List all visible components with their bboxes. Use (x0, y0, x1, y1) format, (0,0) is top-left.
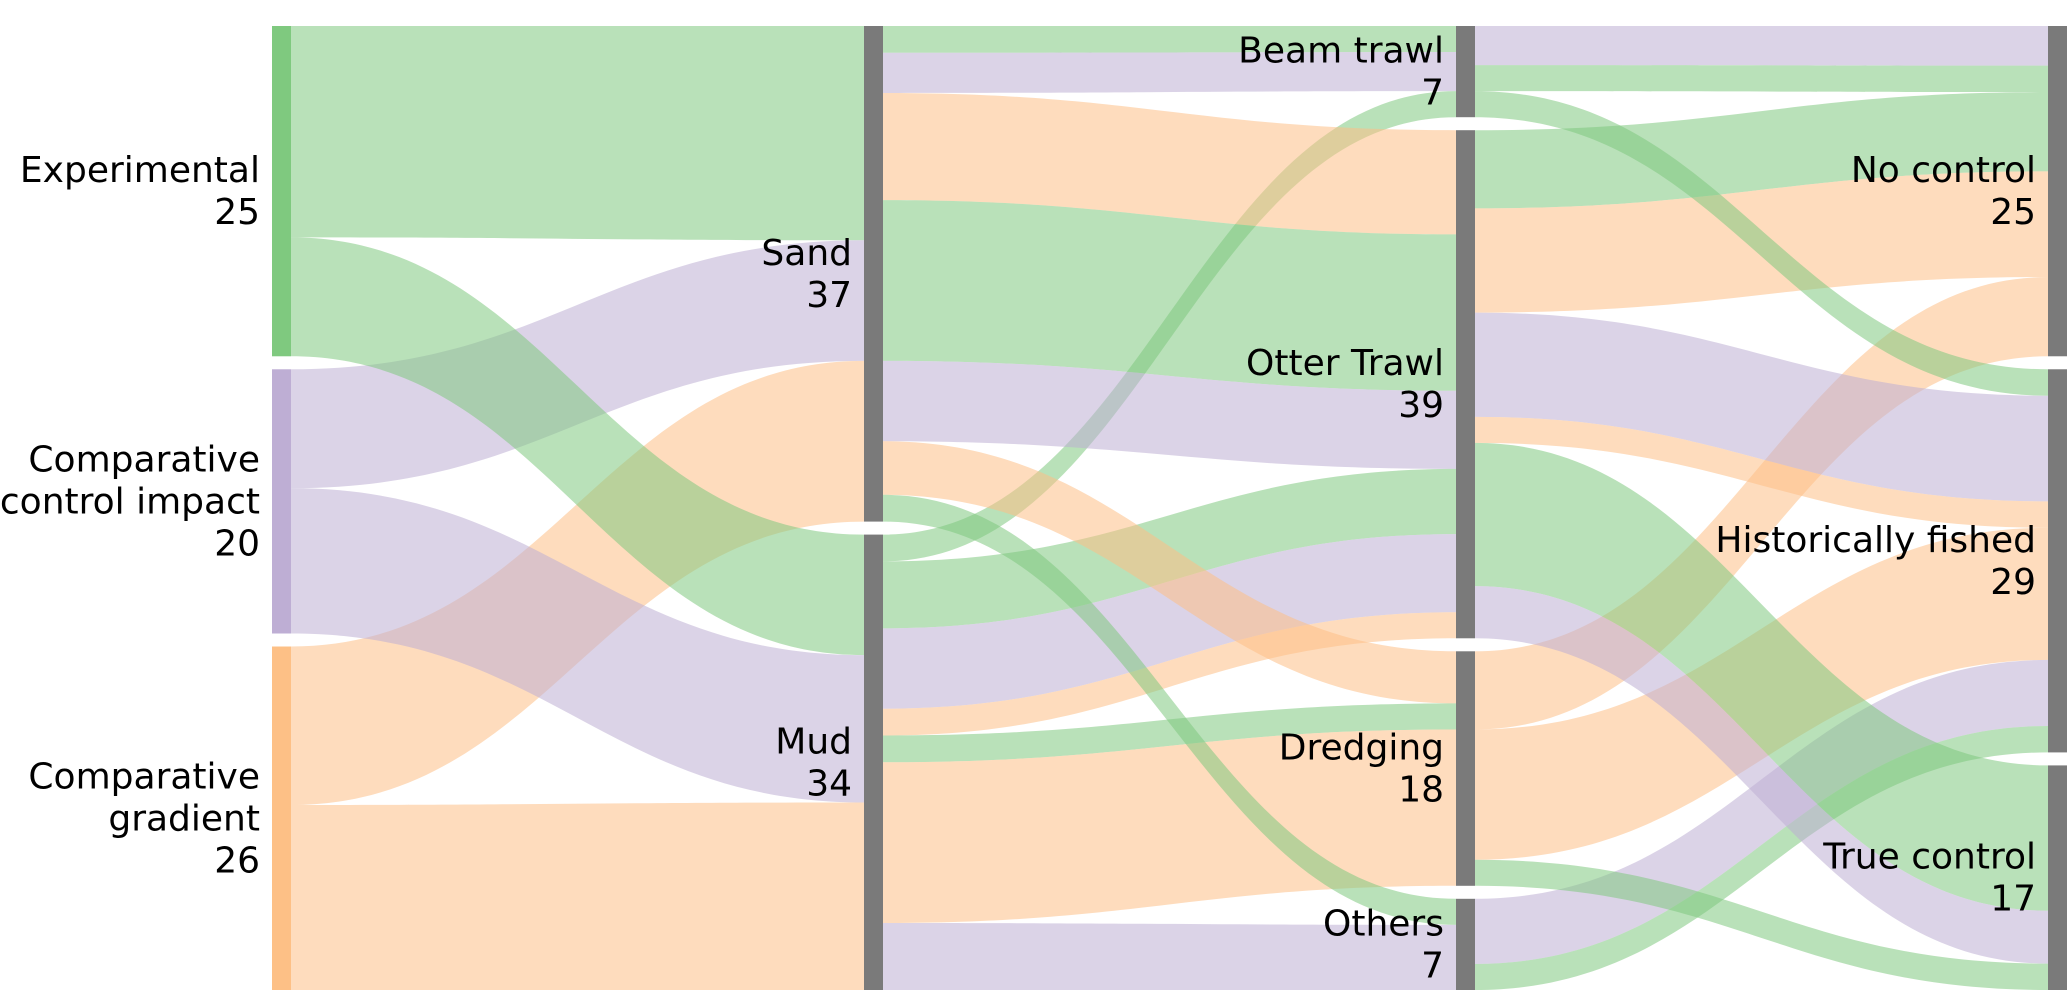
node-label-sand: Sand 37 (761, 233, 852, 316)
flow-comparative-control-impact-mud-4 (291, 488, 864, 803)
flow-experimental-sand-0 (291, 26, 864, 241)
node-experimental (272, 26, 291, 357)
node-label-experimental: Experimental 25 (20, 150, 260, 233)
flow-mud-dredging-16 (883, 703, 1456, 763)
node-others (1456, 898, 1475, 990)
flow-experimental-mud-3 (291, 237, 864, 656)
flow-otter-trawl-historically-fished-27 (1475, 416, 2048, 528)
node-mud (864, 534, 883, 990)
node-comparative-control-impact (272, 369, 291, 634)
node-otter-trawl (1456, 130, 1475, 639)
flow-otter-trawl-historically-fished-26 (1475, 312, 2048, 502)
flow-beam-trawl-no-control-21 (1475, 65, 2048, 93)
flow-comparative-gradient-mud-5 (291, 802, 864, 990)
flow-sand-otter-trawl-11 (883, 360, 1456, 469)
flow-sand-beam-trawl-6 (883, 26, 1456, 53)
labels-layer: Experimental 25 Comparative control impact 2… (0, 31, 2036, 987)
flow-mud-otter-trawl-13 (883, 534, 1456, 709)
node-label-true-control: True control 17 (1822, 837, 2036, 920)
flow-dredging-true-control-33 (1475, 859, 2048, 990)
node-label-comparative-control-impact: Comparative control impact 20 (0, 439, 260, 564)
node-comparative-gradient (272, 646, 291, 990)
node-no-control (2048, 26, 2067, 357)
flow-sand-otter-trawl-10 (883, 200, 1456, 391)
flow-mud-others-19 (883, 923, 1456, 990)
flows-layer (291, 26, 2048, 990)
flow-beam-trawl-historically-fished-25 (1475, 91, 2048, 396)
flow-sand-beam-trawl-7 (883, 52, 1456, 93)
node-label-otter-trawl: Otter Trawl 39 (1246, 343, 1444, 426)
node-label-mud: Mud 34 (775, 721, 852, 804)
flow-beam-trawl-no-control-20 (1475, 26, 2048, 66)
flow-others-historically-fished-30 (1475, 725, 2048, 990)
nodes-layer (272, 26, 2067, 990)
flow-sand-otter-trawl-9 (883, 92, 1456, 235)
node-beam-trawl (1456, 26, 1475, 118)
node-label-beam-trawl: Beam trawl 7 (1238, 31, 1444, 114)
flow-sand-others-18 (883, 494, 1456, 925)
flow-sand-dredging-15 (883, 441, 1456, 704)
node-label-no-control: No control 25 (1851, 150, 2036, 233)
node-historically-fished (2048, 369, 2067, 753)
flow-otter-trawl-true-control-32 (1475, 586, 2048, 964)
flow-otter-trawl-no-control-22 (1475, 92, 2048, 209)
node-dredging (1456, 651, 1475, 886)
node-label-others: Others 7 (1323, 903, 1444, 986)
flow-comparative-control-impact-sand-1 (291, 240, 864, 489)
node-true-control (2048, 765, 2067, 990)
node-label-comparative-gradient: Comparative gradient 26 (28, 756, 260, 881)
node-label-dredging: Dredging 18 (1279, 728, 1444, 811)
flow-otter-trawl-true-control-31 (1475, 442, 2048, 911)
node-sand (864, 26, 883, 522)
node-label-historically-fished: Historically fished 29 (1715, 520, 2036, 603)
